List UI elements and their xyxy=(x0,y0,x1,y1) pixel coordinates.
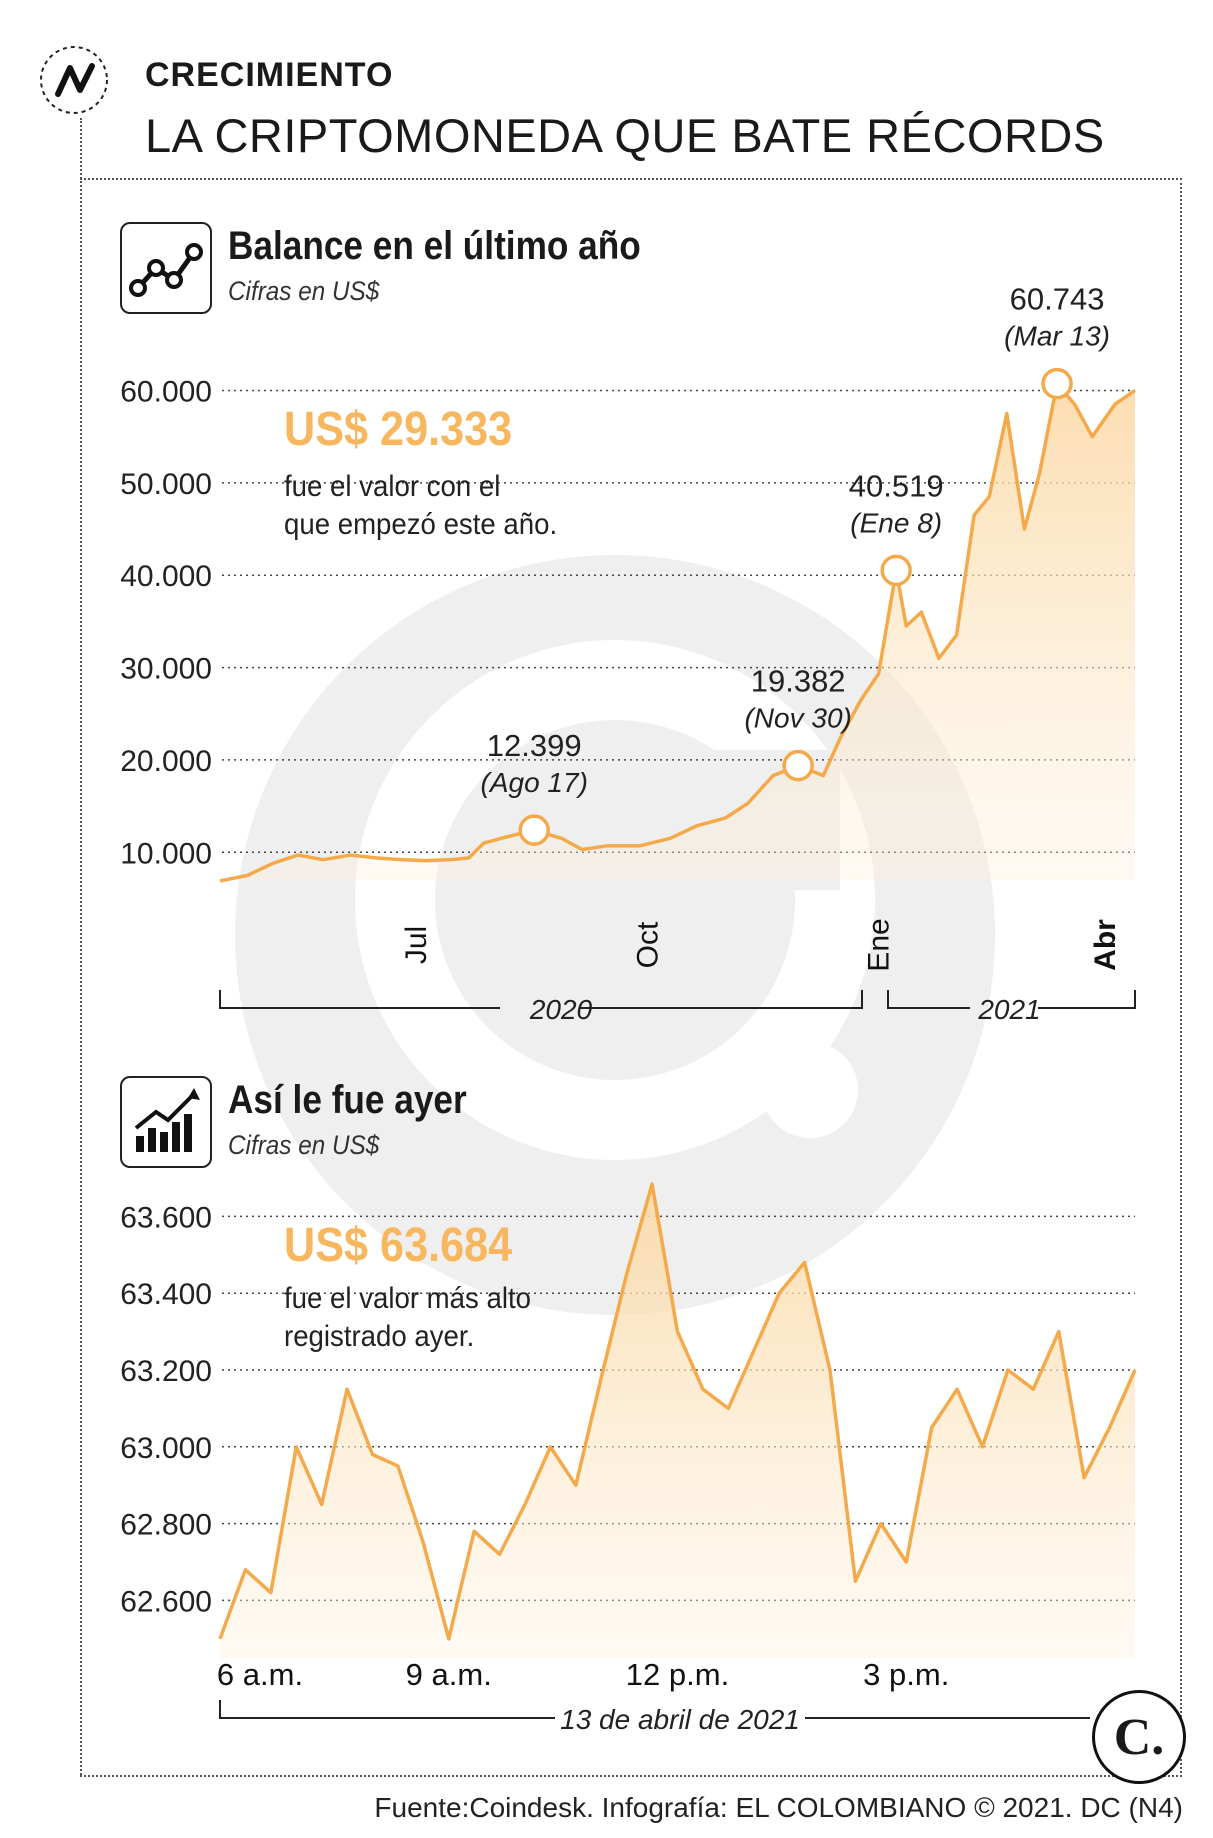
year-callout-date: (Ene 8) xyxy=(850,507,942,538)
day-highlight-line-1: fue el valor más alto xyxy=(284,1282,531,1315)
year-x-tick-label: Abr xyxy=(1089,919,1122,971)
year-y-tick-label: 50.000 xyxy=(120,468,212,501)
day-highlight-text: fue el valor más alto registrado ayer. xyxy=(284,1280,531,1356)
year-callout-value: 19.382 xyxy=(751,664,846,699)
day-x-tick-label: 9 a.m. xyxy=(406,1657,492,1692)
year-period-label-2020: 2020 xyxy=(529,994,593,1025)
day-x-tick-label: 3 p.m. xyxy=(863,1657,949,1692)
day-price-line xyxy=(218,1182,1137,1641)
year-bracket-2020-right xyxy=(580,990,863,1009)
day-y-tick-label: 63.600 xyxy=(120,1201,212,1234)
day-x-tick-label: 6 a.m. xyxy=(217,1657,303,1692)
year-x-tick-label: Jul xyxy=(400,926,433,964)
year-period-label-2021: 2021 xyxy=(977,994,1040,1025)
year-callout-date: (Mar 13) xyxy=(1004,321,1110,352)
trend-icon xyxy=(40,46,108,114)
header-icon xyxy=(38,44,110,116)
year-highlight-line-1: fue el valor con el xyxy=(284,470,501,503)
bar-chart-icon xyxy=(120,1076,212,1168)
day-y-tick-label: 63.200 xyxy=(120,1355,212,1388)
year-y-tick-label: 30.000 xyxy=(120,653,212,686)
source-credit: Fuente:Coindesk. Infografía: EL COLOMBIA… xyxy=(374,1792,1183,1823)
year-highlight-line-2: que empezó este año. xyxy=(284,508,558,541)
year-callout-date: (Ago 17) xyxy=(481,767,588,798)
year-highlight-text: fue el valor con el que empezó este año. xyxy=(284,468,557,544)
year-x-tick-label: Oct xyxy=(631,921,664,968)
day-chart-title: Así le fue ayer xyxy=(228,1078,467,1122)
page-title: LA CRIPTOMONEDA QUE BATE RÉCORDS xyxy=(145,109,1105,162)
year-chart-title: Balance en el último año xyxy=(228,224,641,268)
year-callout-marker xyxy=(782,749,814,782)
year-y-tick-label: 60.000 xyxy=(120,375,212,408)
day-y-tick-label: 63.000 xyxy=(120,1432,212,1465)
header-kicker: CRECIMIENTO xyxy=(145,56,394,94)
day-y-tick-label: 62.600 xyxy=(120,1585,212,1618)
year-callout-marker xyxy=(880,554,912,587)
publisher-logo: C. xyxy=(1092,1690,1186,1784)
year-bracket-2020-left xyxy=(219,990,500,1009)
day-area-fill xyxy=(220,1184,1135,1658)
year-y-tick-label: 40.000 xyxy=(120,560,212,593)
line-chart-icon xyxy=(120,222,212,314)
year-callout-value: 60.743 xyxy=(1010,282,1105,317)
day-period-label: 13 de abril de 2021 xyxy=(560,1704,800,1735)
year-price-line xyxy=(219,381,1136,883)
year-x-tick-label: Ene xyxy=(863,918,896,971)
day-highlight-value: US$ 63.684 xyxy=(284,1219,513,1272)
day-highlight-line-2: registrado ayer. xyxy=(284,1320,475,1353)
day-x-tick-label: 12 p.m. xyxy=(626,1657,729,1692)
year-bracket-2021-right xyxy=(1038,990,1136,1009)
year-callout-marker xyxy=(518,814,550,846)
year-chart-subtitle: Cifras en US$ xyxy=(228,276,380,306)
publisher-logo-letter: C. xyxy=(1113,1708,1165,1766)
day-bracket-left xyxy=(219,1700,555,1719)
year-area-fill xyxy=(220,383,1135,881)
content-frame xyxy=(80,178,1182,1777)
day-y-tick-label: 62.800 xyxy=(120,1509,212,1542)
year-callout-value: 40.519 xyxy=(849,468,944,503)
year-callout-date: (Nov 30) xyxy=(744,703,851,734)
year-y-tick-label: 10.000 xyxy=(120,837,212,870)
year-y-tick-label: 20.000 xyxy=(120,745,212,778)
year-callout-marker xyxy=(1041,367,1073,400)
day-chart-subtitle: Cifras en US$ xyxy=(228,1130,380,1160)
year-bracket-2021-left xyxy=(887,990,970,1009)
year-callout-value: 12.399 xyxy=(487,728,582,763)
day-y-tick-label: 63.400 xyxy=(120,1278,212,1311)
frame-left-border xyxy=(80,118,82,1775)
year-highlight-value: US$ 29.333 xyxy=(284,403,513,456)
